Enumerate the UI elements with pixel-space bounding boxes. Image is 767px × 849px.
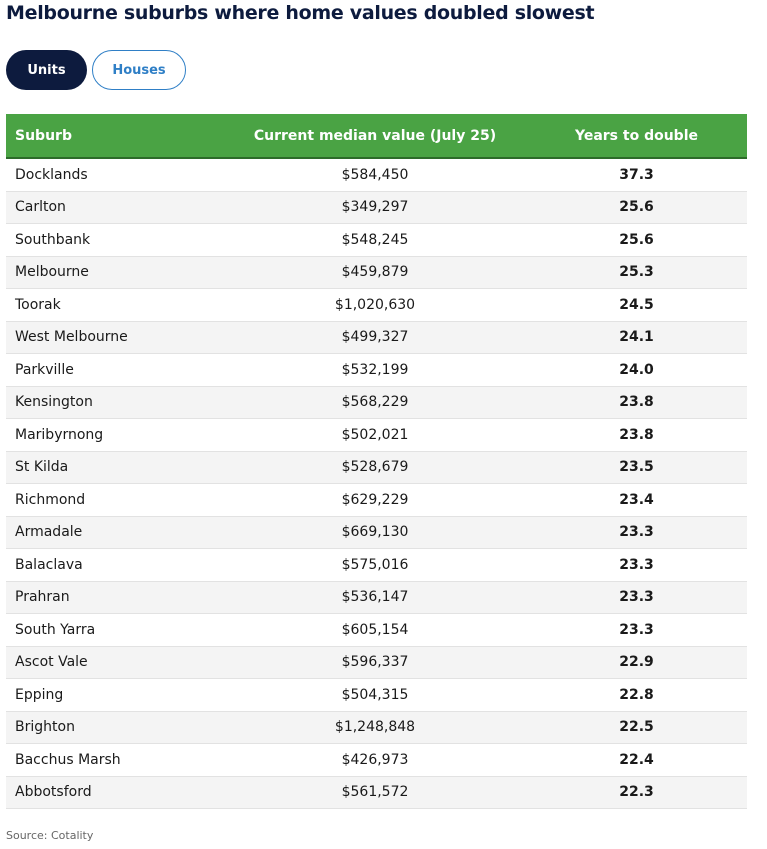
table-row: Brighton $1,248,848 22.5 <box>6 711 747 744</box>
table-row: Epping $504,315 22.8 <box>6 678 747 712</box>
cell-years-to-double: 24.0 <box>526 353 747 387</box>
cell-years-to-double: 24.5 <box>526 288 747 322</box>
cell-median-value: $528,679 <box>224 451 526 484</box>
cell-years-to-double: 23.8 <box>526 386 747 419</box>
cell-median-value: $536,147 <box>224 581 526 614</box>
cell-suburb: Abbotsford <box>6 776 224 809</box>
cell-years-to-double: 23.4 <box>526 483 747 517</box>
cell-years-to-double: 22.4 <box>526 743 747 777</box>
table-row: South Yarra $605,154 23.3 <box>6 613 747 647</box>
cell-median-value: $1,020,630 <box>224 288 526 322</box>
cell-years-to-double: 25.3 <box>526 256 747 289</box>
cell-years-to-double: 22.5 <box>526 711 747 744</box>
cell-median-value: $584,450 <box>224 158 526 192</box>
cell-years-to-double: 23.3 <box>526 581 747 614</box>
header-suburb[interactable]: Suburb <box>6 114 224 159</box>
table-row: West Melbourne $499,327 24.1 <box>6 321 747 354</box>
cell-suburb: West Melbourne <box>6 321 224 354</box>
cell-suburb: Brighton <box>6 711 224 744</box>
table-row: Armadale $669,130 23.3 <box>6 516 747 549</box>
cell-median-value: $669,130 <box>224 516 526 549</box>
cell-years-to-double: 22.9 <box>526 646 747 679</box>
table-header-row: Suburb Current median value (July 25) Ye… <box>6 114 747 159</box>
cell-years-to-double: 22.8 <box>526 678 747 712</box>
cell-years-to-double: 23.3 <box>526 548 747 582</box>
cell-median-value: $502,021 <box>224 418 526 452</box>
cell-median-value: $629,229 <box>224 483 526 517</box>
cell-median-value: $605,154 <box>224 613 526 647</box>
table-row: Maribyrnong $502,021 23.8 <box>6 418 747 452</box>
cell-years-to-double: 22.3 <box>526 776 747 809</box>
table-row: Parkville $532,199 24.0 <box>6 353 747 387</box>
cell-suburb: Melbourne <box>6 256 224 289</box>
table-row: Richmond $629,229 23.4 <box>6 483 747 517</box>
table-row: Bacchus Marsh $426,973 22.4 <box>6 743 747 777</box>
cell-years-to-double: 37.3 <box>526 158 747 192</box>
cell-median-value: $596,337 <box>224 646 526 679</box>
cell-years-to-double: 23.8 <box>526 418 747 452</box>
table-row: Toorak $1,020,630 24.5 <box>6 288 747 322</box>
header-median-value[interactable]: Current median value (July 25) <box>224 114 526 159</box>
cell-years-to-double: 25.6 <box>526 191 747 224</box>
cell-median-value: $568,229 <box>224 386 526 419</box>
table-row: Abbotsford $561,572 22.3 <box>6 776 747 809</box>
cell-suburb: Toorak <box>6 288 224 322</box>
table-row: Carlton $349,297 25.6 <box>6 191 747 224</box>
cell-median-value: $504,315 <box>224 678 526 712</box>
table-row: Balaclava $575,016 23.3 <box>6 548 747 582</box>
cell-suburb: Southbank <box>6 223 224 257</box>
cell-suburb: South Yarra <box>6 613 224 647</box>
cell-median-value: $561,572 <box>224 776 526 809</box>
cell-median-value: $499,327 <box>224 321 526 354</box>
header-years-to-double[interactable]: Years to double <box>526 114 747 159</box>
cell-suburb: St Kilda <box>6 451 224 484</box>
cell-median-value: $548,245 <box>224 223 526 257</box>
cell-suburb: Bacchus Marsh <box>6 743 224 777</box>
cell-suburb: Prahran <box>6 581 224 614</box>
cell-years-to-double: 23.5 <box>526 451 747 484</box>
table-row: Docklands $584,450 37.3 <box>6 158 747 192</box>
data-table: Suburb Current median value (July 25) Ye… <box>6 114 747 809</box>
table-row: Prahran $536,147 23.3 <box>6 581 747 614</box>
cell-years-to-double: 23.3 <box>526 516 747 549</box>
cell-median-value: $1,248,848 <box>224 711 526 744</box>
cell-suburb: Kensington <box>6 386 224 419</box>
cell-suburb: Ascot Vale <box>6 646 224 679</box>
table-body: Docklands $584,450 37.3 Carlton $349,297 25.6… <box>6 158 747 809</box>
cell-median-value: $349,297 <box>224 191 526 224</box>
cell-suburb: Richmond <box>6 483 224 517</box>
cell-suburb: Epping <box>6 678 224 712</box>
table-row: Ascot Vale $596,337 22.9 <box>6 646 747 679</box>
tab-houses[interactable]: Houses <box>92 50 186 90</box>
cell-median-value: $459,879 <box>224 256 526 289</box>
cell-suburb: Docklands <box>6 158 224 192</box>
cell-suburb: Armadale <box>6 516 224 549</box>
cell-suburb: Parkville <box>6 353 224 387</box>
source-note: Source: Cotality <box>6 829 94 842</box>
table-row: Kensington $568,229 23.8 <box>6 386 747 419</box>
cell-suburb: Balaclava <box>6 548 224 582</box>
cell-suburb: Maribyrnong <box>6 418 224 452</box>
tab-units[interactable]: Units <box>6 50 87 90</box>
cell-suburb: Carlton <box>6 191 224 224</box>
cell-years-to-double: 25.6 <box>526 223 747 257</box>
table-row: St Kilda $528,679 23.5 <box>6 451 747 484</box>
cell-median-value: $575,016 <box>224 548 526 582</box>
page-title: Melbourne suburbs where home values doub… <box>6 2 595 24</box>
cell-median-value: $532,199 <box>224 353 526 387</box>
cell-years-to-double: 23.3 <box>526 613 747 647</box>
table-row: Melbourne $459,879 25.3 <box>6 256 747 289</box>
cell-median-value: $426,973 <box>224 743 526 777</box>
table-row: Southbank $548,245 25.6 <box>6 223 747 257</box>
cell-years-to-double: 24.1 <box>526 321 747 354</box>
